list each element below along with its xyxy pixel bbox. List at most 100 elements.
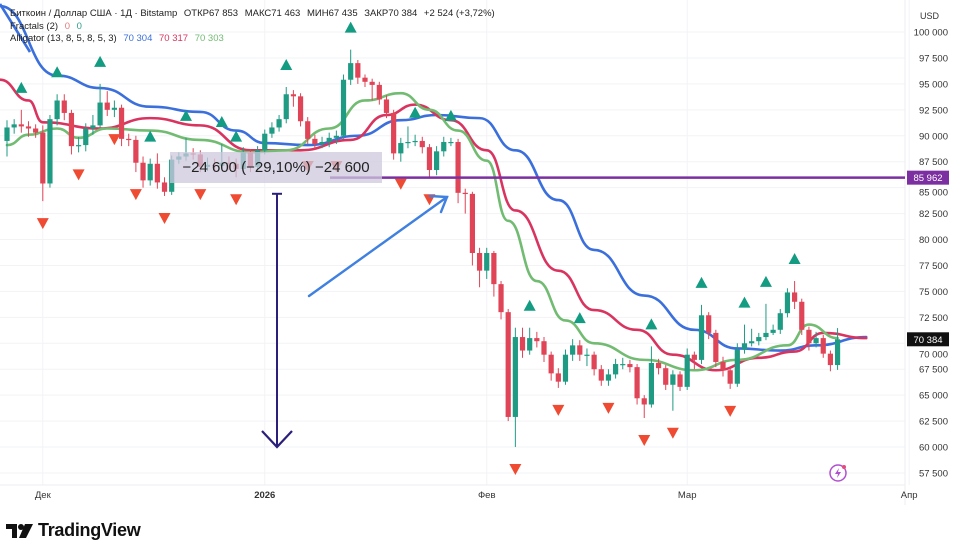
- candle: [462, 188, 468, 214]
- candle: [147, 158, 153, 186]
- candle-body: [11, 124, 17, 128]
- price-tick-label: 77 500: [919, 261, 948, 272]
- last-price-label-bg: [907, 332, 949, 347]
- tradingview-logo[interactable]: TradingView: [6, 520, 141, 541]
- currency-label[interactable]: USD: [920, 11, 940, 21]
- candle: [706, 312, 712, 340]
- jaw-line-tail: [0, 3, 32, 53]
- horizontal-line-price-label-bg: [907, 170, 949, 185]
- alligator-indicator[interactable]: Alligator (13, 8, 5, 8, 5, 3) 70 304 70 …: [10, 33, 224, 44]
- price-tick-label: 82 500: [919, 209, 948, 220]
- candle-body: [713, 332, 719, 362]
- candle: [18, 109, 24, 133]
- candle: [720, 356, 726, 377]
- fractal-down-icon: [230, 194, 243, 206]
- candle-body: [154, 163, 160, 183]
- symbol-title[interactable]: Биткоин / Доллар США · 1Д · Bitstamp: [10, 8, 178, 19]
- candle: [40, 125, 46, 202]
- candle-body: [33, 128, 39, 133]
- candle: [534, 331, 540, 348]
- candle-body: [283, 94, 289, 120]
- candle-body: [276, 119, 282, 128]
- candle: [684, 348, 690, 390]
- candle-body: [749, 341, 755, 344]
- tradingview-logo-icon: [6, 523, 33, 538]
- candle: [383, 95, 390, 119]
- candle: [519, 327, 526, 358]
- candle-body: [47, 119, 53, 184]
- teeth-value: 70 317: [159, 33, 189, 44]
- candle-body: [54, 100, 60, 120]
- candle: [491, 250, 497, 297]
- fractal-down-icon: [602, 402, 615, 414]
- candle-body: [398, 143, 404, 154]
- candle: [799, 298, 805, 335]
- last-price-label: 70 384: [913, 335, 942, 346]
- candle-body: [720, 361, 726, 371]
- candle-body: [476, 253, 483, 271]
- candle: [83, 123, 89, 152]
- candle-body: [455, 141, 461, 193]
- candle-body: [305, 121, 311, 139]
- candle: [276, 115, 282, 132]
- fractal-down-icon: [724, 405, 737, 417]
- candle: [448, 137, 454, 147]
- candle-body: [161, 182, 168, 192]
- candle: [319, 136, 325, 149]
- symbol-row: Биткоин / Доллар США · 1Д · Bitstamp ОТК…: [10, 8, 495, 19]
- candle: [641, 395, 647, 418]
- candle: [541, 337, 547, 362]
- fractal-up-icon: [695, 276, 708, 288]
- candle: [283, 86, 289, 124]
- candle: [613, 358, 619, 379]
- candle: [25, 121, 32, 137]
- price-axis[interactable]: 100 000 97 500 95 000 92 500 90 000 87 500 85 …: [907, 28, 949, 480]
- candle: [140, 156, 146, 188]
- candle-body: [147, 163, 153, 181]
- alligator-jaw-line: [0, 4, 868, 352]
- candle: [727, 367, 733, 389]
- candle: [634, 364, 640, 405]
- candle-body: [405, 141, 411, 144]
- candle: [111, 100, 117, 118]
- fractals-indicator[interactable]: Fractals (2) 0 0: [10, 20, 82, 32]
- trend-arrow-line: [307, 195, 449, 298]
- candle-body: [319, 141, 325, 145]
- candle-body: [133, 139, 139, 163]
- candle-body: [734, 349, 740, 384]
- candle: [484, 247, 490, 279]
- candle: [104, 91, 110, 117]
- candle-body: [391, 112, 397, 154]
- candle-body: [484, 253, 490, 271]
- candle-body: [655, 362, 662, 369]
- horizontal-line-price-label: 85 962: [913, 173, 942, 184]
- candle-body: [756, 337, 762, 342]
- price-tick-label: 87 500: [919, 157, 948, 168]
- candle: [61, 94, 67, 121]
- candle-body: [90, 125, 96, 129]
- candle-body: [419, 140, 425, 148]
- time-tick-label: Фев: [478, 490, 496, 501]
- time-axis[interactable]: Дек 2026 Фев Мар Апр: [35, 490, 918, 501]
- candle: [455, 138, 461, 204]
- candle: [405, 126, 411, 149]
- fractal-up-icon: [645, 318, 658, 330]
- candle-body: [813, 338, 819, 344]
- candle: [154, 153, 160, 189]
- price-tick-label: 57 500: [919, 468, 948, 479]
- candle-body: [290, 94, 296, 97]
- candle: [834, 328, 841, 370]
- candle: [498, 281, 504, 320]
- lightning-icon[interactable]: [829, 464, 847, 482]
- candle: [627, 359, 633, 373]
- annotations[interactable]: [0, 3, 449, 449]
- candle: [133, 135, 139, 173]
- candle-body: [691, 354, 697, 360]
- low-value: 67 435: [328, 8, 358, 19]
- candle-body: [541, 341, 547, 355]
- candle: [419, 136, 425, 154]
- fractal-down-icon: [72, 169, 85, 181]
- candle-body: [663, 368, 669, 385]
- candle-body: [591, 354, 597, 370]
